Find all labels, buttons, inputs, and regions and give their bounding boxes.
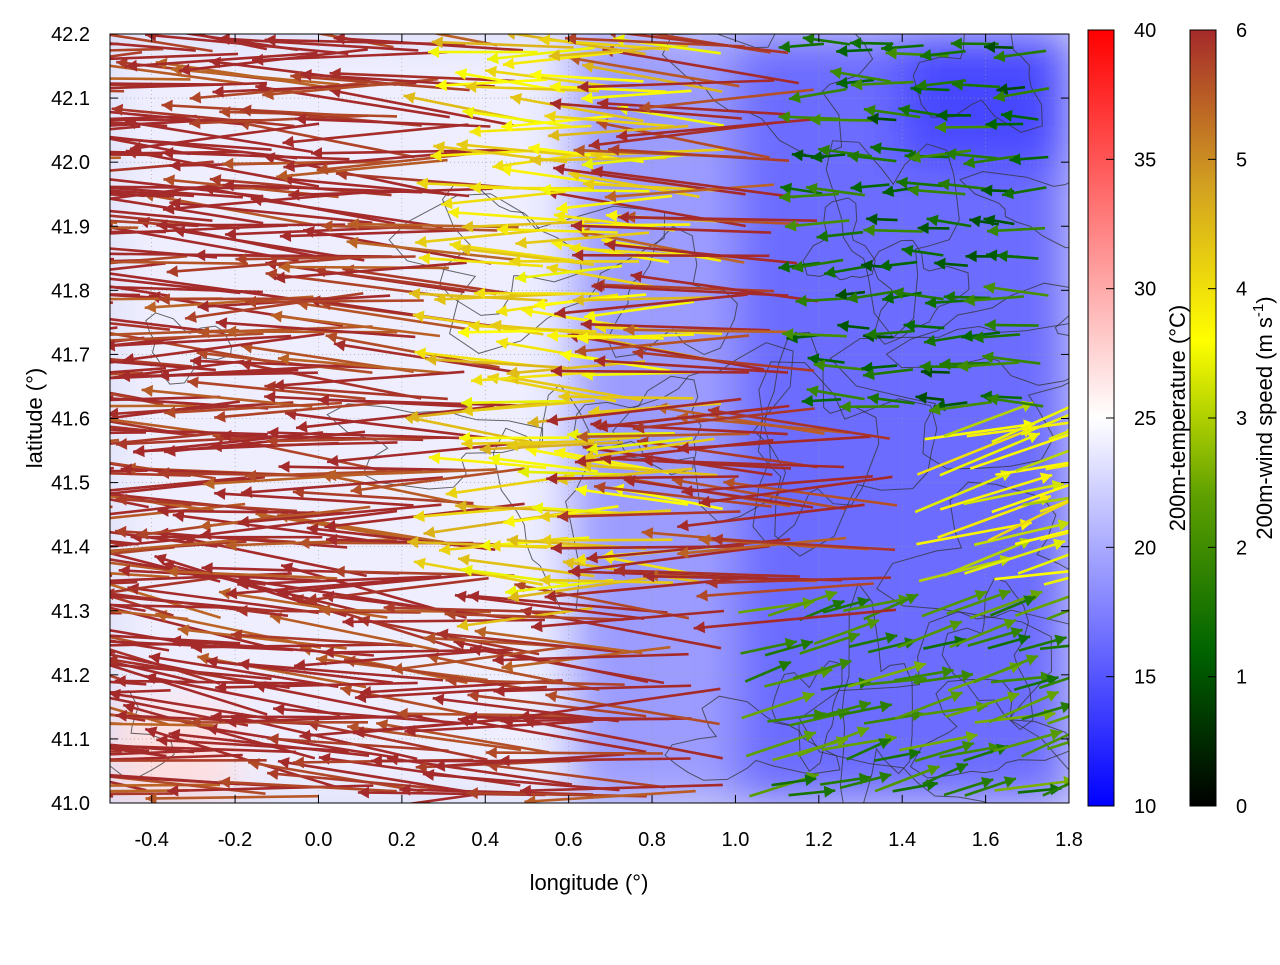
x-axis-label: longitude (°) (530, 870, 649, 895)
temperature-colorbar-tick-label: 20 (1134, 537, 1156, 559)
wind-label-superscript: -1 (1250, 304, 1267, 317)
wind-speed-colorbar-tick-label: 1 (1236, 667, 1247, 689)
wind-speed-colorbar: 0 1 2 3 4 5 6 200m-wind speed (m s-1) (1190, 20, 1277, 818)
wind-speed-colorbar-label: 200m-wind speed (m s-1) (1250, 296, 1277, 539)
x-tick-label: 0.2 (388, 829, 416, 851)
wind-speed-colorbar-tick-label: 3 (1236, 408, 1247, 430)
wind-speed-colorbar-tick-label: 2 (1236, 537, 1247, 559)
y-tick-label: 41.4 (51, 537, 90, 559)
x-tick-label: 1.6 (972, 829, 1000, 851)
x-tick-label: 1.4 (888, 829, 916, 851)
y-tick-label: 41.3 (51, 601, 90, 623)
wind-vector (0, 638, 115, 652)
x-tick-label: 1.0 (722, 829, 750, 851)
wind-vector (0, 709, 122, 724)
x-tick-label: 1.8 (1055, 829, 1083, 851)
y-tick-label: 41.0 (51, 793, 90, 815)
temperature-colorbar-label: 200m-temperature (°C) (1165, 305, 1190, 531)
wind-speed-colorbar-tick-label: 0 (1236, 796, 1247, 818)
x-tick-label: 1.2 (805, 829, 833, 851)
y-tick-label: 41.6 (51, 409, 90, 431)
y-tick-label: 41.8 (51, 280, 90, 302)
y-tick-label: 41.2 (51, 665, 90, 687)
wind-speed-colorbar-tick-label: 5 (1236, 149, 1247, 171)
y-tick-label: 41.1 (51, 729, 90, 751)
x-tick-label: 0.0 (305, 829, 333, 851)
temperature-colorbar-tick-label: 25 (1134, 408, 1156, 430)
wind-vector (0, 254, 114, 266)
temperature-colorbar-tick-label: 15 (1134, 667, 1156, 689)
x-tick-label: 0.8 (638, 829, 666, 851)
x-tick-label: -0.2 (218, 829, 252, 851)
wind-label-end: ) (1252, 296, 1277, 303)
temperature-colorbar-tick-label: 40 (1134, 20, 1156, 42)
wind-vector (0, 375, 113, 397)
y-axis-label: latitude (°) (22, 368, 47, 469)
wind-vector (0, 186, 121, 198)
y-tick-label: 42.2 (51, 24, 90, 46)
temperature-colorbar: 10 15 20 25 30 35 40 200m-temperature (°C) (1088, 20, 1190, 818)
wind-vector (0, 750, 113, 797)
temperature-colorbar-tick-label: 10 (1134, 796, 1156, 818)
y-tick-label: 41.9 (51, 216, 90, 238)
y-tick-label: 42.1 (51, 88, 90, 110)
temperature-colorbar-tick-label: 35 (1134, 149, 1156, 171)
wind-speed-colorbar-tick-label: 4 (1236, 279, 1247, 301)
temperature-colorbar-tick-label: 30 (1134, 279, 1156, 301)
y-tick-label: 41.5 (51, 473, 90, 495)
x-tick-label: 0.6 (555, 829, 583, 851)
y-tick-label: 41.7 (51, 344, 90, 366)
plot-area (0, 5, 1164, 826)
x-tick-label: -0.4 (134, 829, 168, 851)
wind-speed-colorbar-tick-label: 6 (1236, 20, 1247, 42)
wind-label-main: 200m-wind speed (m s (1252, 317, 1277, 540)
y-tick-label: 42.0 (51, 152, 90, 174)
wind-vector (0, 440, 119, 461)
x-tick-label: 0.4 (471, 829, 499, 851)
